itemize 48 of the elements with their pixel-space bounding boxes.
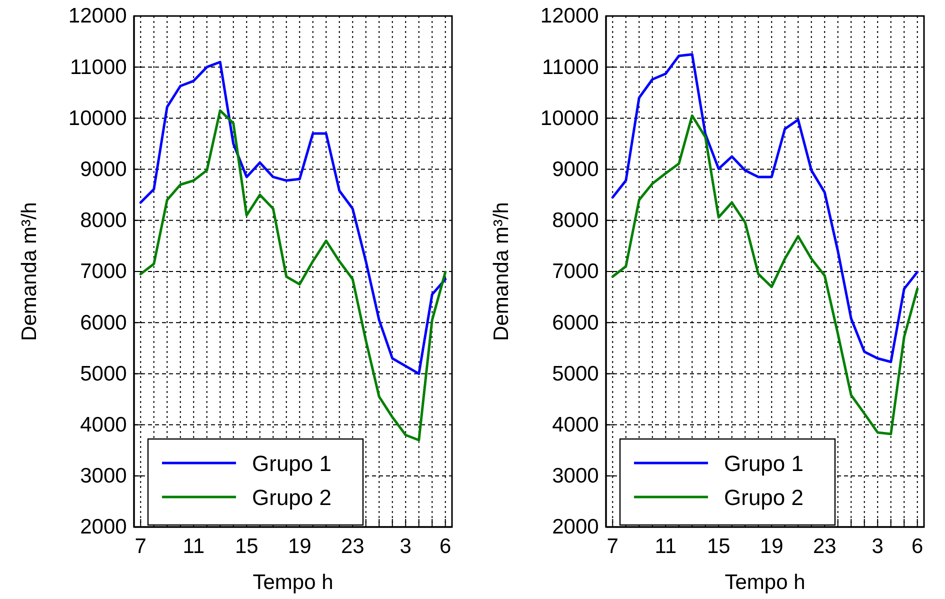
line-series [611, 114, 919, 436]
y-tick-label: 10000 [68, 106, 127, 130]
x-tick-label: 6 [912, 535, 924, 558]
y-tick-label: 8000 [80, 209, 127, 232]
x-tick-label: 15 [234, 535, 258, 558]
y-tick-label: 5000 [552, 362, 599, 386]
x-tick-label: 11 [182, 535, 205, 558]
line-series [611, 53, 919, 364]
y-tick-label: 10000 [540, 106, 599, 130]
y-tick-label: 11000 [542, 56, 599, 79]
y-tick-label: 2000 [80, 516, 127, 539]
y-tick-label: 7000 [552, 260, 599, 284]
line-series [139, 109, 447, 442]
legend-label: Grupo 2 [252, 485, 332, 510]
y-tick-label: 12000 [540, 4, 599, 28]
x-tick-label: 15 [706, 535, 730, 558]
x-tick-label: 23 [812, 535, 836, 558]
y-tick-label: 11000 [70, 56, 127, 79]
x-tick-label: 7 [606, 535, 618, 558]
y-tick-label: 3000 [552, 464, 599, 488]
legend-label: Grupo 1 [724, 451, 804, 476]
line-series [139, 60, 447, 375]
legend-label: Grupo 1 [252, 451, 332, 476]
x-axis-title: Tempo h [724, 571, 806, 594]
y-tick-label: 9000 [80, 158, 127, 182]
y-tick-label: 4000 [552, 414, 599, 437]
x-tick-label: 6 [440, 535, 452, 558]
x-tick-label: 3 [400, 535, 412, 558]
x-tick-label: 19 [288, 535, 312, 558]
x-tick-label: 3 [872, 535, 884, 558]
x-tick-label: 23 [340, 535, 364, 558]
y-axis-title: Demanda m³/h [18, 202, 41, 341]
x-axis-title: Tempo h [252, 571, 334, 594]
y-tick-label: 6000 [80, 311, 127, 334]
x-tick-label: 19 [760, 535, 784, 558]
x-tick-label: 11 [654, 535, 677, 558]
y-tick-label: 4000 [80, 414, 127, 437]
y-tick-label: 7000 [80, 260, 127, 284]
x-tick-label: 7 [134, 535, 146, 558]
y-tick-label: 8000 [552, 209, 599, 232]
y-tick-label: 6000 [552, 311, 599, 334]
y-tick-label: 3000 [80, 464, 127, 488]
y-tick-label: 12000 [68, 4, 127, 28]
y-axis-title: Demanda m³/h [490, 202, 513, 341]
y-tick-label: 5000 [80, 362, 127, 386]
y-tick-label: 2000 [552, 516, 599, 539]
y-tick-label: 9000 [552, 158, 599, 182]
legend-label: Grupo 2 [724, 485, 804, 510]
